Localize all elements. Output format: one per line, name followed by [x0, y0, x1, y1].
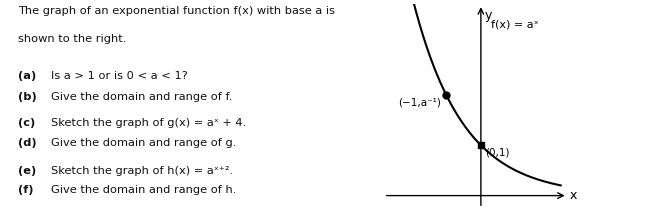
- Text: (b): (b): [18, 92, 37, 103]
- Text: Give the domain and range of h.: Give the domain and range of h.: [50, 185, 236, 195]
- Text: Sketch the graph of g(x) = aˣ + 4.: Sketch the graph of g(x) = aˣ + 4.: [50, 118, 246, 128]
- Text: f(x) = aˣ: f(x) = aˣ: [491, 19, 539, 29]
- Text: (f): (f): [18, 185, 34, 195]
- Text: y: y: [484, 9, 491, 22]
- Text: The graph of an exponential function f(x) with base a is: The graph of an exponential function f(x…: [18, 6, 335, 17]
- Text: x: x: [570, 189, 577, 202]
- Text: (c): (c): [18, 118, 35, 128]
- Text: Give the domain and range of f.: Give the domain and range of f.: [50, 92, 232, 103]
- Text: (−1,a⁻¹): (−1,a⁻¹): [398, 97, 441, 108]
- Text: (e): (e): [18, 166, 36, 176]
- Text: (a): (a): [18, 71, 36, 81]
- Text: shown to the right.: shown to the right.: [18, 34, 126, 45]
- Text: (0,1): (0,1): [485, 148, 510, 158]
- Text: Give the domain and range of g.: Give the domain and range of g.: [50, 138, 236, 148]
- Text: (d): (d): [18, 138, 37, 148]
- Text: Is a > 1 or is 0 < a < 1?: Is a > 1 or is 0 < a < 1?: [50, 71, 187, 81]
- Text: Sketch the graph of h(x) = aˣ⁺².: Sketch the graph of h(x) = aˣ⁺².: [50, 166, 233, 176]
